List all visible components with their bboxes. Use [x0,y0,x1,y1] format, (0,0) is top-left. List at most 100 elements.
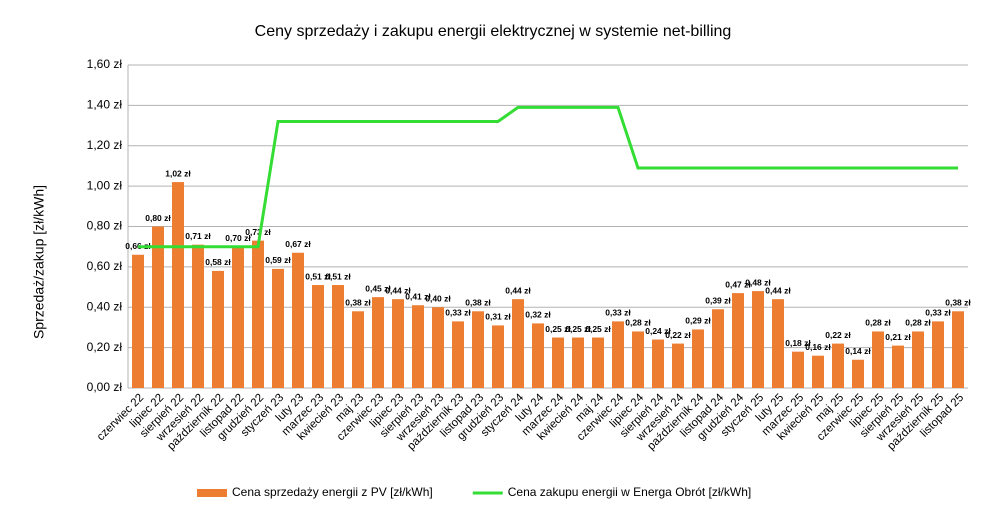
bar [592,337,604,388]
bar [372,297,384,388]
data-label: 0,44 zł [765,285,791,295]
line [138,105,958,249]
bar [292,252,304,388]
y-axis-title: Sprzedaż/zakup [zł/kWh] [31,185,47,339]
data-label: 0,22 zł [665,330,691,340]
chart-title: Ceny sprzedaży i zakupu energii elektryc… [255,23,732,40]
data-label: 0,33 zł [925,308,951,318]
bar [752,291,764,388]
y-tick-label: 1,40 zł [87,98,123,112]
bar [332,285,344,388]
data-label: 0,47 zł [725,279,751,289]
bar [172,182,184,388]
legend-label: Cena zakupu energii w Energa Obrót [zł/k… [508,485,751,499]
bar [432,307,444,388]
data-label: 0,58 zł [205,257,231,267]
y-tick-label: 1,00 zł [87,178,123,192]
bar [852,359,864,388]
data-label: 0,18 zł [785,338,811,348]
y-tick-label: 0,60 zł [87,259,123,273]
bar [812,355,824,388]
y-tick-label: 1,60 zł [87,57,123,71]
data-label: 0,14 zł [845,346,871,356]
data-label: 0,71 zł [185,231,211,241]
bar [552,337,564,388]
data-label: 0,44 zł [505,285,531,295]
data-label: 0,38 zł [945,298,971,308]
bar [612,321,624,388]
bar [952,311,964,388]
bar [452,321,464,388]
bar [132,254,144,388]
y-tick-label: 0,80 zł [87,219,123,233]
y-tick-label: 0,20 zł [87,340,123,354]
data-label: 0,28 zł [865,318,891,328]
data-label: 0,39 zł [705,296,731,306]
bar [152,226,164,388]
y-tick-label: 0,40 zł [87,299,123,313]
data-label: 0,44 zł [385,285,411,295]
data-label: 0,28 zł [625,318,651,328]
data-label: 0,24 zł [645,326,671,336]
bar [912,331,924,388]
data-label: 0,51 zł [325,271,351,281]
data-label: 0,21 zł [885,332,911,342]
legend-swatch [197,489,227,497]
data-label: 0,33 zł [445,308,471,318]
bar [832,343,844,388]
data-label: 0,22 zł [825,330,851,340]
bar [212,270,224,388]
legend-label: Cena sprzedaży energii z PV [zł/kWh] [232,485,433,499]
data-label: 0,70 zł [225,233,251,243]
bar [272,268,284,388]
bar [792,351,804,388]
bar [892,345,904,388]
bar [732,293,744,388]
bar [412,305,424,388]
bar [672,343,684,388]
data-label: 0,31 zł [485,312,511,322]
data-label: 0,25 zł [585,324,611,334]
bar [692,329,704,388]
bar [192,244,204,388]
data-label: 0,73 zł [245,227,271,237]
bar [232,246,244,388]
data-label: 0,41 zł [405,291,431,301]
data-label: 0,16 zł [805,342,831,352]
data-label: 0,67 zł [285,239,311,249]
bar [492,325,504,388]
bar [472,311,484,388]
data-label: 0,59 zł [265,255,291,265]
bar [392,299,404,388]
data-label: 0,51 zł [305,271,331,281]
data-label: 0,40 zł [425,294,451,304]
data-label: 0,25 zł [565,324,591,334]
bar [352,311,364,388]
bar [872,331,884,388]
bar [632,331,644,388]
bar [572,337,584,388]
bar [312,285,324,388]
bar [932,321,944,388]
y-tick-label: 1,20 zł [87,138,123,152]
bar [532,323,544,388]
data-label: 0,29 zł [685,316,711,326]
data-label: 0,45 zł [365,283,391,293]
data-label: 0,48 zł [745,277,771,287]
bar [512,299,524,388]
data-label: 0,80 zł [145,213,171,223]
data-label: 0,28 zł [905,318,931,328]
bar [772,299,784,388]
data-label: 0,38 zł [465,298,491,308]
data-label: 0,38 zł [345,298,371,308]
bar [252,240,264,388]
data-label: 0,33 zł [605,308,631,318]
bar [712,309,724,388]
data-label: 0,25 zł [545,324,571,334]
bar [652,339,664,388]
y-tick-label: 0,00 zł [87,380,123,394]
data-label: 0,32 zł [525,310,551,320]
data-label: 1,02 zł [165,168,191,178]
